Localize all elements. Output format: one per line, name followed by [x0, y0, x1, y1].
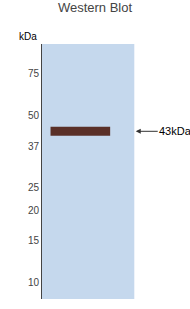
svg-text:43kDa: 43kDa: [159, 125, 190, 137]
svg-text:75: 75: [28, 68, 40, 79]
svg-text:25: 25: [28, 182, 40, 193]
svg-text:15: 15: [28, 235, 40, 246]
svg-text:50: 50: [28, 110, 40, 121]
svg-text:20: 20: [28, 205, 40, 216]
svg-text:kDa: kDa: [19, 31, 37, 42]
svg-text:10: 10: [28, 277, 40, 288]
svg-text:Western Blot: Western Blot: [58, 0, 133, 15]
svg-text:37: 37: [28, 141, 40, 152]
